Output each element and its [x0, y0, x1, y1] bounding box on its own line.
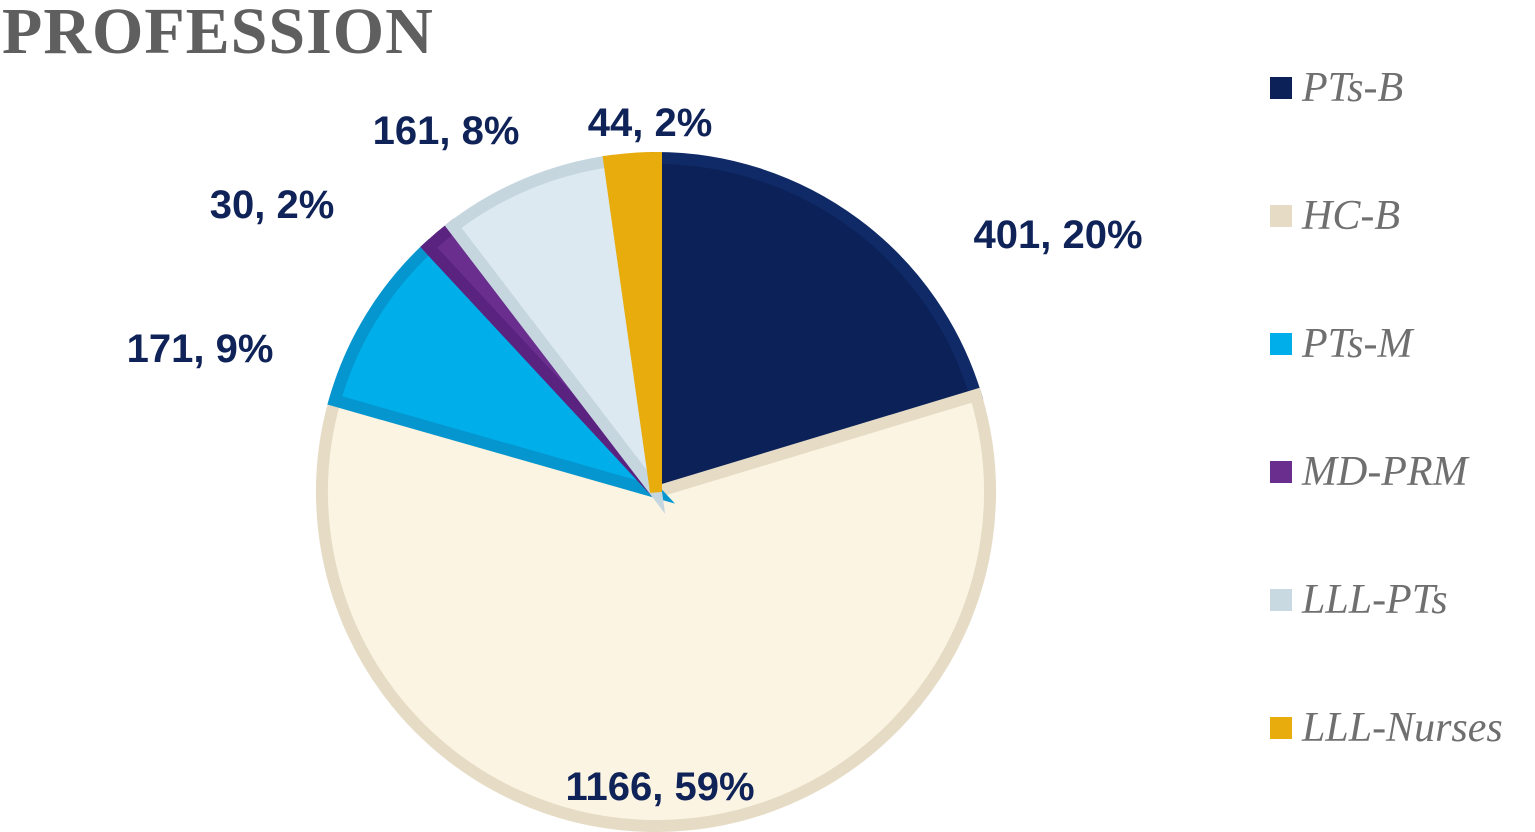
pie-slice-pts-b [650, 151, 984, 501]
legend-item-pts-m: PTs-M [1270, 316, 1535, 372]
legend-label: MD-PRM [1302, 449, 1468, 495]
legend-swatch [1270, 461, 1292, 483]
pie-data-labels: 401, 20% 1166, 59% 171, 9% 30, 2% 161, 8% 44,… [127, 101, 1143, 809]
legend-label: HC-B [1302, 193, 1400, 239]
legend-swatch [1270, 333, 1292, 355]
legend-item-pts-b: PTs-B [1270, 60, 1535, 116]
data-label-pts-b: 401, 20% [973, 213, 1142, 257]
legend-label: PTs-B [1302, 65, 1404, 111]
pie-slice-hc-b [316, 387, 996, 832]
legend-label: LLL-Nurses [1302, 705, 1503, 751]
legend-label: PTs-M [1302, 321, 1413, 367]
data-label-lll-nurses: 44, 2% [588, 101, 713, 145]
legend-item-lll-pts: LLL-PTs [1270, 572, 1535, 628]
pie-slice-lll-pts [444, 154, 666, 514]
pie-slices [316, 151, 996, 832]
data-label-md-prm: 30, 2% [210, 183, 335, 227]
data-label-pts-m: 171, 9% [127, 327, 274, 371]
legend: PTs-B HC-B PTs-M MD-PRM LLL-PTs LLL-Nurses [1270, 60, 1535, 828]
legend-item-hc-b: HC-B [1270, 188, 1535, 244]
legend-swatch [1270, 717, 1292, 739]
legend-item-md-prm: MD-PRM [1270, 444, 1535, 500]
data-label-hc-b: 1166, 59% [565, 765, 754, 809]
data-label-lll-pts: 161, 8% [373, 109, 520, 153]
legend-swatch [1270, 77, 1292, 99]
legend-swatch [1270, 589, 1292, 611]
chart-title: PROFESSION [2, 0, 434, 68]
legend-swatch [1270, 205, 1292, 227]
legend-item-lll-nurses: LLL-Nurses [1270, 700, 1535, 756]
legend-label: LLL-PTs [1302, 577, 1448, 623]
pie-slice-lll-nurses [602, 151, 662, 493]
pie-slice-pts-m [327, 238, 676, 504]
